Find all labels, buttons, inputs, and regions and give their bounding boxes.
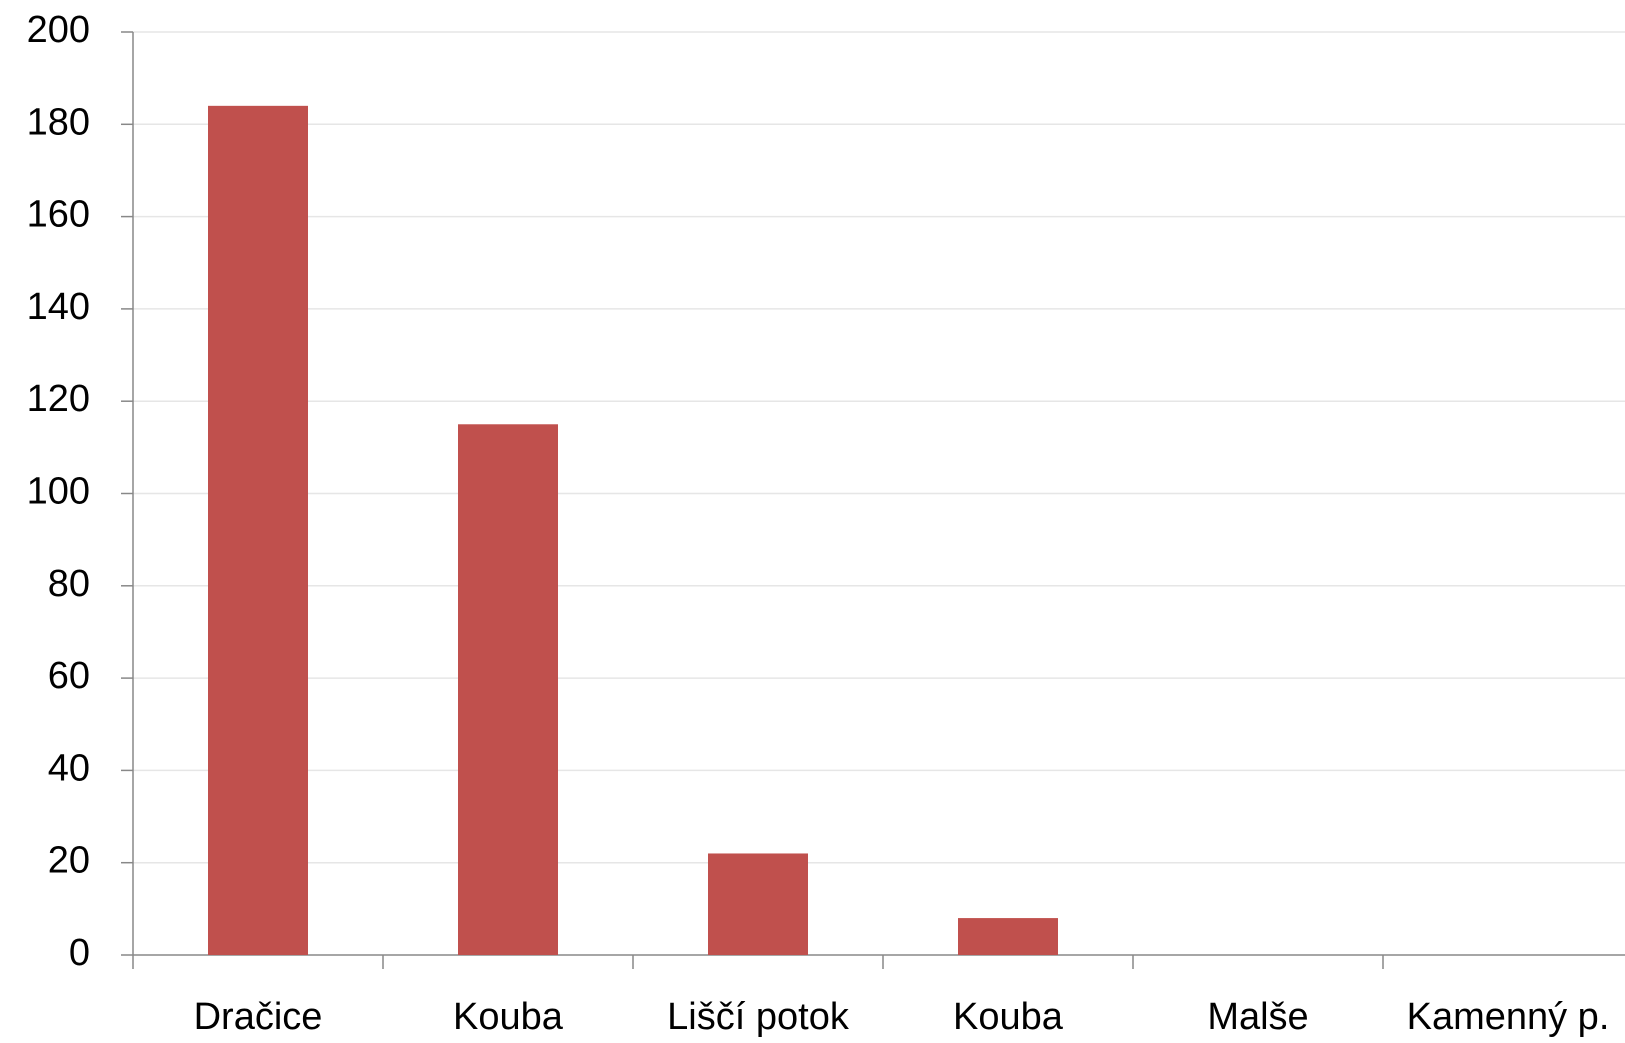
y-tick-label: 180 xyxy=(27,101,90,143)
y-tick-label: 0 xyxy=(69,932,90,974)
y-tick-label: 20 xyxy=(48,840,90,882)
y-tick-label: 80 xyxy=(48,563,90,605)
bar xyxy=(958,918,1058,955)
chart: 0 20 40 60 80 100 120 140 160 180 200 Dračice Kouba L… xyxy=(0,0,1625,1043)
bar xyxy=(708,853,808,955)
y-tick-label: 120 xyxy=(27,378,90,420)
x-tick-label: Malše xyxy=(1207,996,1308,1038)
y-tick-label: 60 xyxy=(48,655,90,697)
bar xyxy=(208,106,308,955)
x-tick-label: Dračice xyxy=(194,996,323,1038)
x-tick-label: Liščí potok xyxy=(667,996,850,1038)
y-tick-label: 140 xyxy=(27,286,90,328)
x-tick-label: Kouba xyxy=(953,996,1064,1038)
y-tick-label: 100 xyxy=(27,471,90,513)
x-tick-label: Kamenný p. xyxy=(1407,996,1610,1038)
y-tick-label: 160 xyxy=(27,194,90,236)
y-tick-label: 200 xyxy=(27,9,90,51)
x-tick-label: Kouba xyxy=(453,996,564,1038)
y-tick-label: 40 xyxy=(48,747,90,789)
bar xyxy=(458,424,558,955)
